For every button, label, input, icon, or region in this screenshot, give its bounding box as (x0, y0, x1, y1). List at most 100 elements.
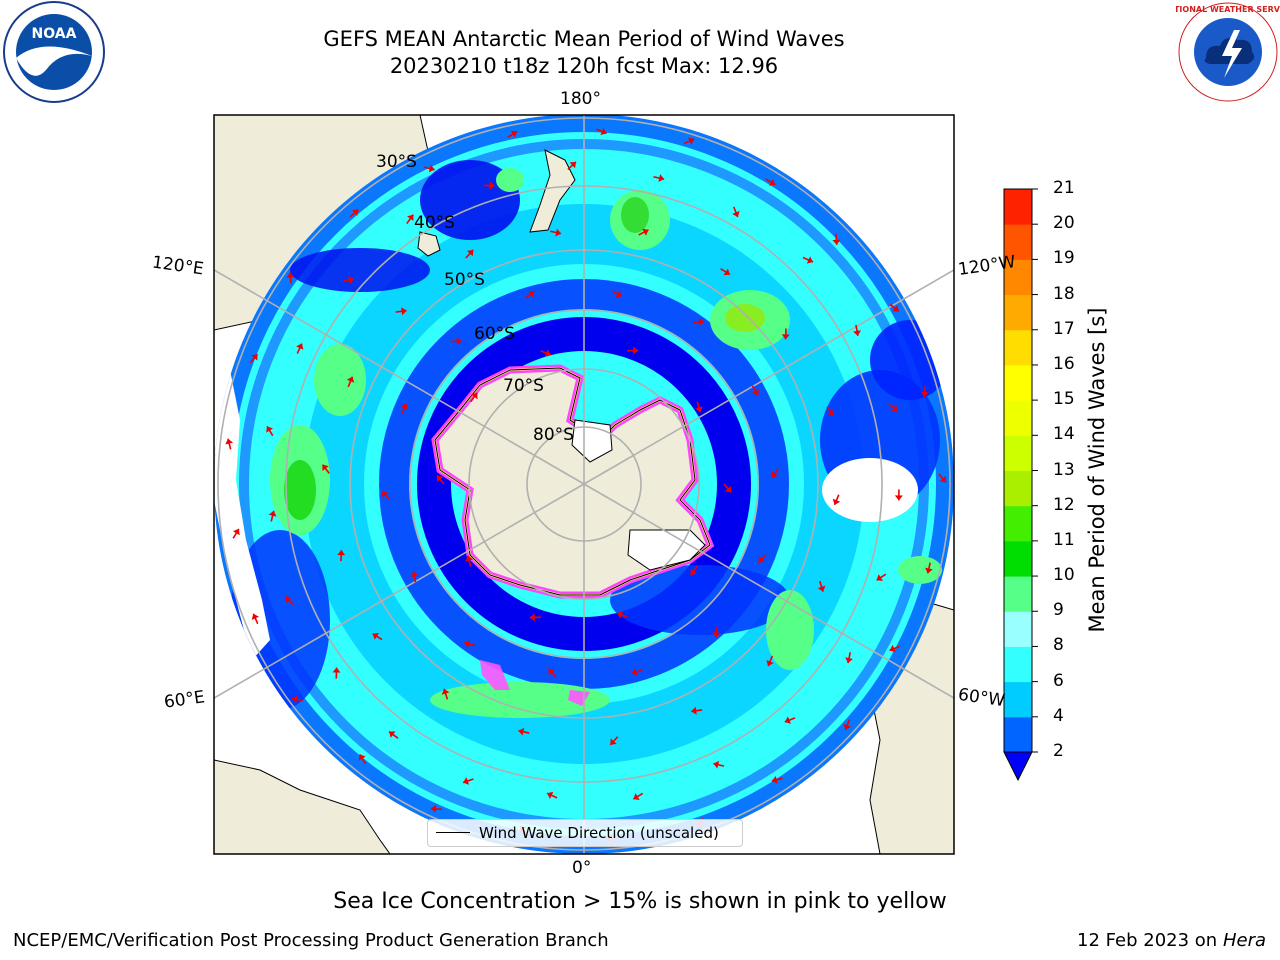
lat-label-80s: 80°S (533, 425, 574, 445)
wave-arrow-head (518, 727, 525, 736)
wave-arrow-head (615, 290, 622, 298)
colorbar-segment (1004, 259, 1032, 296)
wave-arrow-head (285, 596, 292, 603)
colorbar-tick-label: 9 (1053, 600, 1064, 621)
colorbar-segment (1004, 329, 1032, 366)
wave-arrow-head (633, 793, 640, 800)
lat-label-70s: 70°S (503, 376, 544, 396)
colorbar-tick-label: 19 (1053, 248, 1075, 269)
wave-arrow-head (712, 631, 721, 638)
map-area (214, 115, 954, 854)
colorbar-segment (1004, 681, 1032, 718)
colorbar-segment (1004, 189, 1032, 225)
lat-label-60s: 60°S (474, 324, 515, 344)
wave-arrow-head (892, 305, 899, 312)
wave-arrow-head (430, 804, 437, 813)
wave-arrow-head (845, 657, 853, 664)
colorbar-segment (1004, 540, 1032, 577)
colorbar-segment (1004, 576, 1032, 612)
wave-arrow-head (827, 409, 834, 416)
wave-arrow-head (939, 475, 947, 483)
wave-arrow-head (771, 775, 778, 784)
noaa-logo-text: NOAA (32, 26, 77, 42)
wave-arrow-head (569, 161, 576, 169)
colorbar-label: Mean Period of Wind Waves [s] (1085, 307, 1109, 633)
wave-arrow-head (758, 556, 765, 563)
wave-arrow-head (920, 391, 929, 398)
colorbar-tick-label: 8 (1053, 635, 1064, 656)
colorbar-segment (1004, 505, 1032, 542)
colorbar-tick-label: 16 (1053, 353, 1075, 374)
lat-label-40s: 40°S (414, 213, 455, 233)
wave-arrow-head (232, 528, 240, 536)
colorbar-tick-label: 13 (1053, 459, 1075, 480)
wave-arrow-head (784, 716, 791, 724)
wave-arrow-head (251, 613, 260, 620)
colorbar-segment (1004, 611, 1032, 647)
wave-arrow-head (407, 214, 414, 222)
colorbar-segment (1004, 224, 1032, 260)
colorbar-tick-label: 6 (1053, 670, 1064, 691)
wave-arrow-head (401, 307, 407, 316)
wave-arrow-head (529, 613, 535, 622)
wave-arrow-head (436, 475, 444, 482)
wave-arrow-head (642, 228, 649, 236)
noaa-logo: NOAA (3, 1, 105, 103)
wave-arrow-head (658, 174, 665, 182)
wave-arrow-head (806, 256, 813, 264)
wave-arrow-head (489, 181, 495, 190)
wave-arrow-head (337, 550, 346, 556)
wave-arrow-head (688, 137, 695, 145)
wave-arrow-head (346, 376, 355, 383)
wave-arrow-head (768, 178, 776, 186)
wave-arrow-head (291, 695, 298, 704)
wave-arrow-head (723, 268, 730, 276)
title-line-2: 20230210 t18z 120h fcst Max: 12.96 (389, 54, 779, 78)
wave-arrow-head (555, 228, 562, 237)
wave-arrow-head (389, 731, 396, 738)
colorbar-tick-label: 15 (1053, 389, 1075, 410)
wave-arrow-head (466, 249, 474, 257)
wave-arrow-head (724, 486, 732, 493)
legend-line-swatch (436, 832, 470, 833)
colorbar-tick-label: 10 (1053, 565, 1075, 586)
africa-land (214, 759, 391, 854)
wave-arrow-head (266, 426, 274, 433)
wave-arrow-head (358, 754, 366, 761)
wave-arrow-head (617, 611, 624, 619)
colorbar-segment (1004, 646, 1032, 683)
wave-arrow-head (544, 349, 551, 357)
wave-arrow-head (781, 334, 790, 340)
wave-arrow-head (633, 346, 639, 355)
wave-arrow-head (832, 239, 841, 245)
wave-arrow-head (832, 498, 841, 505)
wave-arrow-head (410, 571, 419, 577)
wave-arrow-head (372, 633, 380, 640)
wave-arrow-head (471, 392, 478, 400)
wave-arrow-head (690, 568, 697, 576)
wave-arrow-head (352, 209, 359, 216)
wave-arrow-head (286, 272, 295, 278)
lon-label-0: 0° (572, 858, 592, 878)
wave-arrow-head (631, 668, 638, 676)
wave-arrow-head (691, 706, 697, 715)
legend-label: Wind Wave Direction (unscaled) (479, 824, 719, 842)
colorbar-segment (1004, 400, 1032, 436)
colorbar (1003, 188, 1038, 782)
wave-arrow-head (713, 760, 720, 769)
colorbar-segment (1004, 435, 1032, 471)
map-frame (213, 114, 955, 855)
wave-arrow-head (348, 276, 354, 284)
wave-arrow-head (322, 464, 329, 472)
wave-arrow-head (400, 403, 409, 410)
colorbar-extend-arrow (1003, 751, 1033, 782)
wave-arrow-head (698, 317, 705, 326)
wave-arrow-head (332, 667, 341, 673)
wave-arrow-head (225, 438, 234, 445)
graticule (214, 115, 954, 854)
colorbar-tick-label: 12 (1053, 494, 1075, 515)
wave-arrow-head (547, 791, 554, 799)
colorbar-segment (1004, 294, 1032, 331)
wave-arrow-head (464, 640, 470, 648)
